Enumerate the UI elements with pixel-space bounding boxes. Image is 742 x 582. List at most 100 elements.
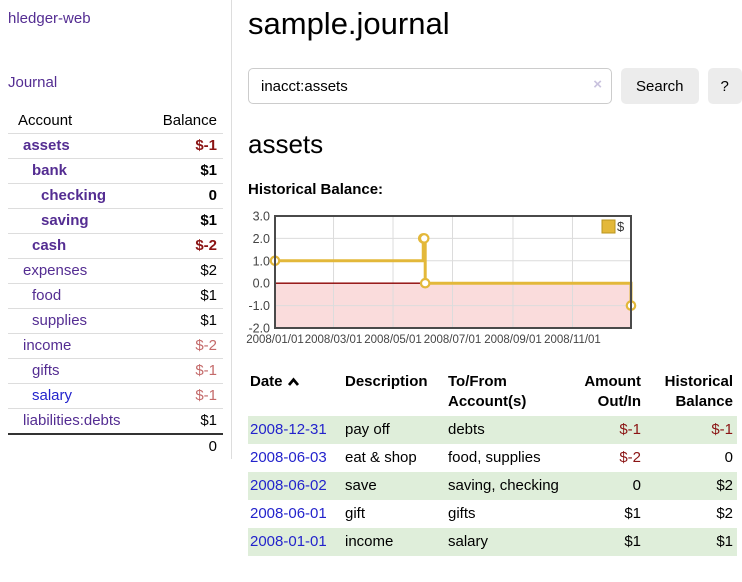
register-balance: $1	[716, 533, 733, 550]
account-link-expenses[interactable]: expenses	[23, 262, 88, 279]
register-description: gift	[345, 505, 366, 522]
register-date-link[interactable]: 2008-01-01	[250, 533, 327, 550]
svg-text:-1.0: -1.0	[248, 299, 270, 313]
account-row: liabilities:debts $1	[8, 408, 223, 435]
register-amount: 0	[632, 477, 641, 494]
svg-text:0.0: 0.0	[253, 277, 270, 291]
account-link-income[interactable]: income	[23, 337, 72, 354]
account-balance: $1	[200, 287, 217, 304]
register-accounts: gifts	[448, 505, 476, 522]
account-row: saving $1	[8, 208, 223, 234]
account-row: income $-2	[8, 333, 223, 359]
accounts-col-balance: Balance	[162, 112, 217, 129]
account-link-bank[interactable]: bank	[32, 162, 68, 179]
account-heading: assets	[248, 129, 324, 159]
account-link-liabilities-debts[interactable]: liabilities:debts	[23, 412, 121, 429]
register-row: 2008-06-03 eat & shop food, supplies $-2 0	[248, 444, 737, 472]
svg-text:3.0: 3.0	[253, 210, 270, 224]
accounts-table: Account Balance assets $-1 bank $1 checking 0…	[8, 109, 223, 459]
account-row: assets $-1	[8, 134, 223, 159]
register-table: Date Description To/From Account(s) Amou…	[248, 369, 737, 556]
sidebar: hledger-web Journal Account Balance asse…	[0, 0, 232, 459]
account-link-saving[interactable]: saving	[41, 212, 89, 229]
register-col-amount: Amount Out/In	[584, 373, 641, 410]
account-link-gifts[interactable]: gifts	[32, 362, 60, 379]
svg-text:2008/11/01: 2008/11/01	[544, 334, 601, 346]
brand-link[interactable]: hledger-web	[8, 10, 91, 27]
svg-text:1.0: 1.0	[253, 254, 270, 268]
main-content: sample.journal × Search ? assets Histori…	[246, 0, 742, 556]
register-date-link[interactable]: 2008-12-31	[250, 421, 327, 438]
svg-text:2008/05/01: 2008/05/01	[364, 334, 422, 346]
register-row: 2008-06-01 gift gifts $1 $2	[248, 500, 737, 528]
register-col-accounts: To/From Account(s)	[448, 373, 527, 410]
accounts-total-row: 0	[8, 434, 223, 459]
register-col-balance: Historical Balance	[664, 373, 733, 410]
register-amount: $1	[624, 505, 641, 522]
register-row: 2008-12-31 pay off debts $-1 $-1	[248, 416, 737, 444]
account-row: salary $-1	[8, 383, 223, 409]
svg-text:-2.0: -2.0	[248, 322, 270, 336]
account-balance: $1	[200, 162, 217, 179]
account-link-checking[interactable]: checking	[41, 187, 107, 204]
account-row: bank $1	[8, 158, 223, 184]
register-balance: $2	[716, 505, 733, 522]
account-link-supplies[interactable]: supplies	[32, 312, 88, 329]
account-balance: $-1	[195, 362, 217, 379]
register-date-link[interactable]: 2008-06-01	[250, 505, 327, 522]
svg-text:$: $	[617, 219, 625, 234]
register-amount: $-2	[619, 449, 641, 466]
account-row: cash $-2	[8, 233, 223, 259]
account-link-salary[interactable]: salary	[32, 387, 73, 404]
account-link-food[interactable]: food	[32, 287, 62, 304]
account-row: supplies $1	[8, 308, 223, 334]
register-date-link[interactable]: 2008-06-03	[250, 449, 327, 466]
clear-search-icon[interactable]: ×	[593, 76, 602, 93]
account-balance: $-2	[195, 337, 217, 354]
register-description: eat & shop	[345, 449, 417, 466]
register-description: income	[345, 533, 394, 550]
register-accounts: salary	[448, 533, 489, 550]
accounts-total-value: 0	[208, 438, 217, 455]
register-balance: $-1	[711, 421, 733, 438]
register-amount: $1	[624, 533, 641, 550]
account-row: expenses $2	[8, 258, 223, 284]
account-row: gifts $-1	[8, 358, 223, 384]
account-balance: $-2	[195, 237, 217, 254]
account-balance: $-1	[195, 137, 217, 154]
search-bar: × Search ?	[248, 68, 742, 104]
register-row: 2008-06-02 save saving, checking 0 $2	[248, 472, 737, 500]
account-balance: $1	[200, 412, 217, 429]
sort-ascending-icon[interactable]	[287, 377, 300, 387]
register-description: pay off	[345, 421, 390, 438]
register-col-date[interactable]: Date	[248, 369, 345, 416]
account-balance: $1	[200, 312, 217, 329]
account-balance: $-1	[195, 387, 217, 404]
help-button[interactable]: ?	[707, 68, 742, 104]
svg-text:2008/01/01: 2008/01/01	[246, 334, 304, 346]
page-title: sample.journal	[248, 6, 450, 41]
account-link-cash[interactable]: cash	[32, 237, 67, 254]
search-input[interactable]	[248, 68, 612, 104]
register-accounts: saving, checking	[448, 477, 559, 494]
account-balance: $2	[200, 262, 217, 279]
svg-text:2.0: 2.0	[253, 232, 270, 246]
account-link-assets[interactable]: assets	[23, 137, 70, 154]
register-description: save	[345, 477, 377, 494]
account-row: checking 0	[8, 183, 223, 209]
register-balance: 0	[724, 449, 733, 466]
register-col-description: Description	[345, 373, 428, 390]
register-row: 2008-01-01 income salary $1 $1	[248, 528, 737, 556]
chart-title: Historical Balance:	[248, 181, 384, 198]
nav-journal-link[interactable]: Journal	[8, 74, 58, 91]
account-row: food $1	[8, 283, 223, 309]
svg-text:2008/03/01: 2008/03/01	[305, 334, 363, 346]
register-balance: $2	[716, 477, 733, 494]
search-button[interactable]: Search	[621, 68, 699, 104]
account-balance: 0	[208, 187, 217, 204]
date-column-label: Date	[250, 373, 283, 390]
register-accounts: food, supplies	[448, 449, 541, 466]
svg-text:2008/07/01: 2008/07/01	[424, 334, 482, 346]
register-date-link[interactable]: 2008-06-02	[250, 477, 327, 494]
